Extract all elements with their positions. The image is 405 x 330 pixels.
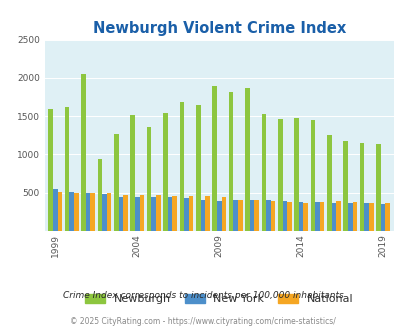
Text: Crime Index corresponds to incidents per 100,000 inhabitants: Crime Index corresponds to incidents per… xyxy=(62,291,343,300)
Bar xyxy=(130,115,134,231)
Bar xyxy=(249,200,254,231)
Bar xyxy=(151,197,156,231)
Bar xyxy=(375,145,380,231)
Bar xyxy=(319,202,324,231)
Bar xyxy=(347,203,352,231)
Bar xyxy=(134,197,139,231)
Bar xyxy=(228,92,233,231)
Bar xyxy=(196,105,200,231)
Bar xyxy=(179,102,184,231)
Bar xyxy=(172,196,177,231)
Bar xyxy=(384,203,389,231)
Bar xyxy=(65,107,69,231)
Bar xyxy=(315,202,319,231)
Bar xyxy=(200,200,205,231)
Bar xyxy=(118,197,123,231)
Bar xyxy=(139,195,144,231)
Bar xyxy=(156,195,160,231)
Bar xyxy=(107,193,111,231)
Bar xyxy=(310,120,315,231)
Bar xyxy=(368,203,373,231)
Bar xyxy=(343,142,347,231)
Bar xyxy=(298,202,303,231)
Bar xyxy=(352,202,356,231)
Text: © 2025 CityRating.com - https://www.cityrating.com/crime-statistics/: © 2025 CityRating.com - https://www.city… xyxy=(70,317,335,326)
Bar xyxy=(58,192,62,231)
Bar xyxy=(216,201,221,231)
Bar xyxy=(188,196,193,231)
Title: Newburgh Violent Crime Index: Newburgh Violent Crime Index xyxy=(92,21,345,36)
Bar xyxy=(286,202,291,231)
Bar xyxy=(97,159,102,231)
Bar xyxy=(69,192,74,231)
Bar xyxy=(294,118,298,231)
Bar xyxy=(254,200,258,231)
Bar xyxy=(123,195,128,231)
Bar xyxy=(184,198,188,231)
Bar xyxy=(90,193,95,231)
Bar xyxy=(221,197,226,231)
Bar xyxy=(233,200,237,231)
Bar xyxy=(163,113,167,231)
Bar xyxy=(212,86,216,231)
Bar xyxy=(270,201,275,231)
Bar xyxy=(364,203,368,231)
Bar xyxy=(335,201,340,231)
Bar xyxy=(81,74,85,231)
Bar xyxy=(282,201,286,231)
Bar xyxy=(48,109,53,231)
Bar xyxy=(53,189,58,231)
Bar xyxy=(245,88,249,231)
Bar xyxy=(277,119,282,231)
Bar xyxy=(237,200,242,231)
Bar xyxy=(261,114,265,231)
Bar xyxy=(205,196,209,231)
Bar xyxy=(102,194,107,231)
Bar xyxy=(326,135,331,231)
Bar xyxy=(331,203,335,231)
Bar xyxy=(303,203,307,231)
Bar xyxy=(74,193,79,231)
Bar xyxy=(85,193,90,231)
Legend: Newburgh, New York, National: Newburgh, New York, National xyxy=(85,294,352,304)
Bar xyxy=(380,204,384,231)
Bar xyxy=(114,134,118,231)
Bar xyxy=(265,200,270,231)
Bar xyxy=(359,143,364,231)
Bar xyxy=(147,127,151,231)
Bar xyxy=(167,197,172,231)
